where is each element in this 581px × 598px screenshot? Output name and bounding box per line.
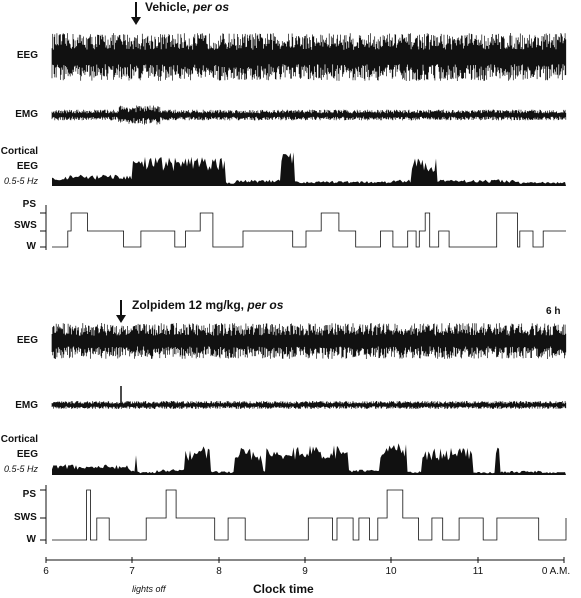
vehicle-cortical-label-1: Cortical	[0, 146, 38, 157]
x-tick-label: 9	[302, 566, 308, 577]
dose-arrows	[116, 2, 141, 323]
x-tick-label: 7	[129, 566, 135, 577]
vehicle-title: Vehicle, per os	[145, 0, 229, 14]
lights-off-note: lights off	[132, 584, 166, 594]
zolpidem-eeg-label: EEG	[16, 335, 38, 346]
x-tick-label: 0 A.M.	[541, 566, 571, 577]
x-tick-label: 10	[385, 566, 397, 577]
zolpidem-hypnogram	[52, 489, 567, 541]
vehicle-eeg-trace	[51, 33, 567, 81]
zolpidem-title: Zolpidem 12 mg/kg, per os	[132, 298, 283, 312]
vehicle-emg-trace	[51, 105, 567, 125]
zolpidem-band-label: 0.5-5 Hz	[3, 464, 38, 474]
duration-label: 6 h	[546, 306, 561, 317]
vehicle-title-main: Vehicle,	[145, 0, 194, 14]
vehicle-cortical-envelope	[52, 152, 566, 186]
zolpidem-w-label: W	[26, 534, 36, 545]
x-tick-label: 8	[216, 566, 222, 577]
vehicle-sws-label: SWS	[14, 220, 37, 231]
zolpidem-title-route: per os	[247, 298, 284, 312]
vehicle-band-label: 0.5-5 Hz	[3, 176, 38, 186]
x-axis-title: Clock time	[253, 582, 314, 596]
zolpidem-sws-label: SWS	[14, 512, 37, 523]
vehicle-title-route: per os	[193, 0, 230, 14]
zolpidem-cortical-label-1: Cortical	[0, 434, 38, 445]
time-axis	[45, 557, 565, 563]
vehicle-hypnogram	[52, 212, 566, 248]
zolpidem-eeg-trace	[51, 323, 567, 359]
zolpidem-arrow-head	[116, 315, 126, 323]
x-tick-label: 6	[43, 566, 49, 577]
x-tick-label: 11	[472, 566, 484, 577]
signal-traces	[40, 33, 567, 544]
vehicle-w-label: W	[26, 241, 36, 252]
zolpidem-title-main: Zolpidem 12 mg/kg,	[132, 298, 248, 312]
zolpidem-emg-label: EMG	[15, 400, 38, 411]
vehicle-ps-label: PS	[22, 199, 36, 210]
vehicle-arrow-head	[131, 17, 141, 25]
zolpidem-emg-trace	[51, 401, 567, 409]
zolpidem-cortical-envelope	[52, 443, 566, 475]
zolpidem-cortical-label-2: EEG	[16, 449, 38, 460]
vehicle-cortical-label-2: EEG	[16, 161, 38, 172]
vehicle-emg-label: EMG	[15, 109, 38, 120]
vehicle-eeg-label: EEG	[16, 50, 38, 61]
zolpidem-ps-label: PS	[22, 489, 36, 500]
